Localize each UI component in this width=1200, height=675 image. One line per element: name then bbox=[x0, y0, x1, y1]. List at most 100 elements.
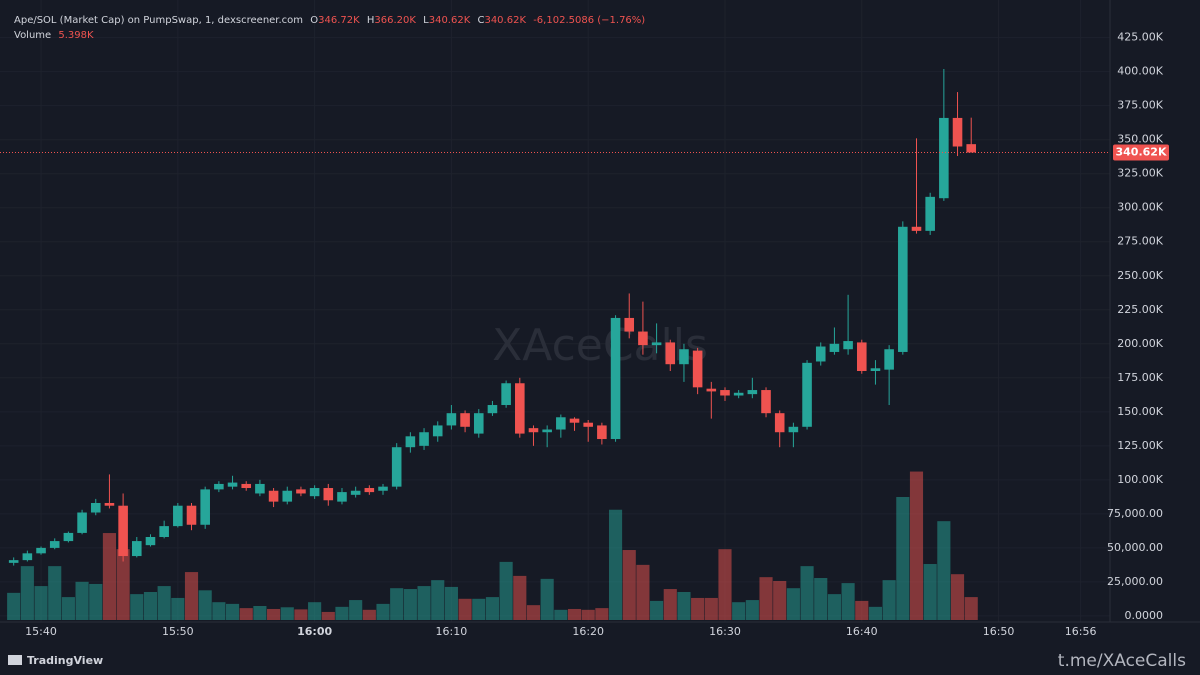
volume-bar bbox=[691, 597, 705, 620]
candle-body bbox=[90, 502, 101, 513]
candle-body bbox=[747, 390, 758, 395]
candle-body bbox=[214, 483, 224, 490]
volume-bar bbox=[937, 521, 951, 620]
candle-body bbox=[898, 226, 908, 352]
volume-bar bbox=[239, 608, 253, 620]
volume-bar bbox=[759, 577, 773, 620]
open-key: O bbox=[310, 15, 318, 26]
candle-body bbox=[173, 505, 183, 527]
volume-bar bbox=[130, 594, 144, 620]
volume-bar bbox=[622, 550, 636, 620]
volume-bar bbox=[909, 471, 924, 620]
volume-bar bbox=[677, 592, 691, 620]
candle-body bbox=[815, 346, 826, 362]
change-value: -6,102.5086 (−1.76%) bbox=[533, 15, 645, 26]
volume-value: 5.398K bbox=[58, 30, 94, 41]
y-tick-label: 225.00K bbox=[1117, 303, 1163, 316]
volume-bar bbox=[554, 609, 568, 620]
footer-link: t.me/XAceCalls bbox=[1058, 651, 1186, 671]
volume-bar bbox=[964, 597, 978, 620]
candle-body bbox=[104, 502, 115, 506]
volume-bar bbox=[718, 549, 732, 620]
candle-body bbox=[309, 488, 320, 497]
y-tick-label: 400.00K bbox=[1117, 65, 1163, 78]
y-tick-label: 425.00K bbox=[1117, 31, 1163, 44]
last-price-tag bbox=[1113, 144, 1169, 161]
candle-body bbox=[679, 349, 689, 365]
candle-body bbox=[145, 537, 156, 546]
candle-body bbox=[364, 488, 375, 493]
volume-bar bbox=[567, 608, 582, 620]
volume-bar bbox=[595, 608, 609, 620]
brand-logo bbox=[8, 655, 22, 665]
volume-bar bbox=[143, 592, 158, 620]
y-tick-label: 25,000.00 bbox=[1107, 575, 1163, 588]
candle-body bbox=[583, 422, 593, 427]
volume-bar bbox=[89, 583, 103, 620]
candle-body bbox=[22, 553, 33, 561]
candle-body bbox=[665, 342, 676, 365]
candle-body bbox=[829, 343, 840, 352]
x-tick-label: 15:40 bbox=[25, 625, 57, 638]
y-tick-label: 250.00K bbox=[1117, 269, 1163, 282]
candle-body bbox=[8, 560, 19, 563]
candle-body bbox=[542, 429, 552, 433]
candle-body bbox=[36, 547, 46, 554]
header-line: Ape/SOL (Market Cap) on PumpSwap, 1, dex… bbox=[14, 15, 645, 26]
candle-body bbox=[706, 388, 717, 392]
volume-bar bbox=[499, 561, 513, 620]
volume-bar bbox=[608, 509, 623, 620]
candle-body bbox=[843, 341, 853, 350]
last-price-label: 340.62K bbox=[1116, 145, 1167, 158]
candle-body bbox=[761, 390, 771, 414]
volume-bar bbox=[431, 580, 445, 620]
candle-body bbox=[446, 413, 457, 426]
x-tick-label: 16:00 bbox=[297, 625, 332, 638]
volume-bar bbox=[786, 588, 800, 620]
candle-body bbox=[350, 490, 361, 495]
candle-body bbox=[692, 350, 703, 388]
candle-body bbox=[528, 428, 539, 433]
candle-body bbox=[432, 425, 443, 437]
volume-bar bbox=[198, 590, 212, 620]
volume-bar bbox=[636, 564, 650, 620]
volume-bar bbox=[376, 603, 390, 620]
y-tick-label: 0.0000 bbox=[1125, 609, 1164, 622]
candle-body bbox=[405, 436, 416, 448]
candle-body bbox=[49, 541, 60, 548]
candle-body bbox=[419, 432, 429, 446]
volume-bar bbox=[923, 564, 937, 620]
axes: 0.0000 25,000.00 50,000.00 75,000.00 100.00K… bbox=[25, 31, 1169, 638]
volume-bar bbox=[444, 586, 458, 620]
volume-bar bbox=[171, 597, 185, 620]
candle-body bbox=[911, 226, 922, 231]
candle-body bbox=[268, 490, 279, 502]
candle-body bbox=[378, 486, 388, 491]
y-tick-label: 300.00K bbox=[1117, 201, 1163, 214]
brand: TradingView bbox=[27, 654, 103, 667]
volume-key: Volume bbox=[14, 30, 51, 41]
candle-body bbox=[159, 526, 169, 538]
candle-body bbox=[952, 117, 963, 147]
x-tick-label: 16:40 bbox=[846, 625, 878, 638]
volume-bar bbox=[157, 586, 171, 620]
volume-bar bbox=[458, 598, 472, 620]
volume-bar bbox=[540, 578, 554, 620]
x-tick-label: 16:10 bbox=[436, 625, 468, 638]
high-value: 366.20K bbox=[374, 15, 416, 26]
volume-bar bbox=[403, 589, 417, 620]
y-tick-label: 75,000.00 bbox=[1107, 507, 1163, 520]
volume-bar bbox=[280, 607, 294, 620]
candle-body bbox=[597, 425, 607, 440]
candle-body bbox=[282, 490, 293, 502]
candle-body bbox=[63, 532, 74, 542]
y-tick-label: 275.00K bbox=[1117, 235, 1163, 248]
candle-body bbox=[569, 418, 580, 423]
volume-bar bbox=[581, 609, 595, 620]
volume-bar bbox=[7, 592, 21, 620]
y-tick-label: 325.00K bbox=[1117, 167, 1163, 180]
candle-body bbox=[296, 489, 306, 494]
x-tick-label: 16:20 bbox=[572, 625, 604, 638]
candle-body bbox=[255, 483, 265, 494]
x-tick-label: 16:50 bbox=[983, 625, 1015, 638]
